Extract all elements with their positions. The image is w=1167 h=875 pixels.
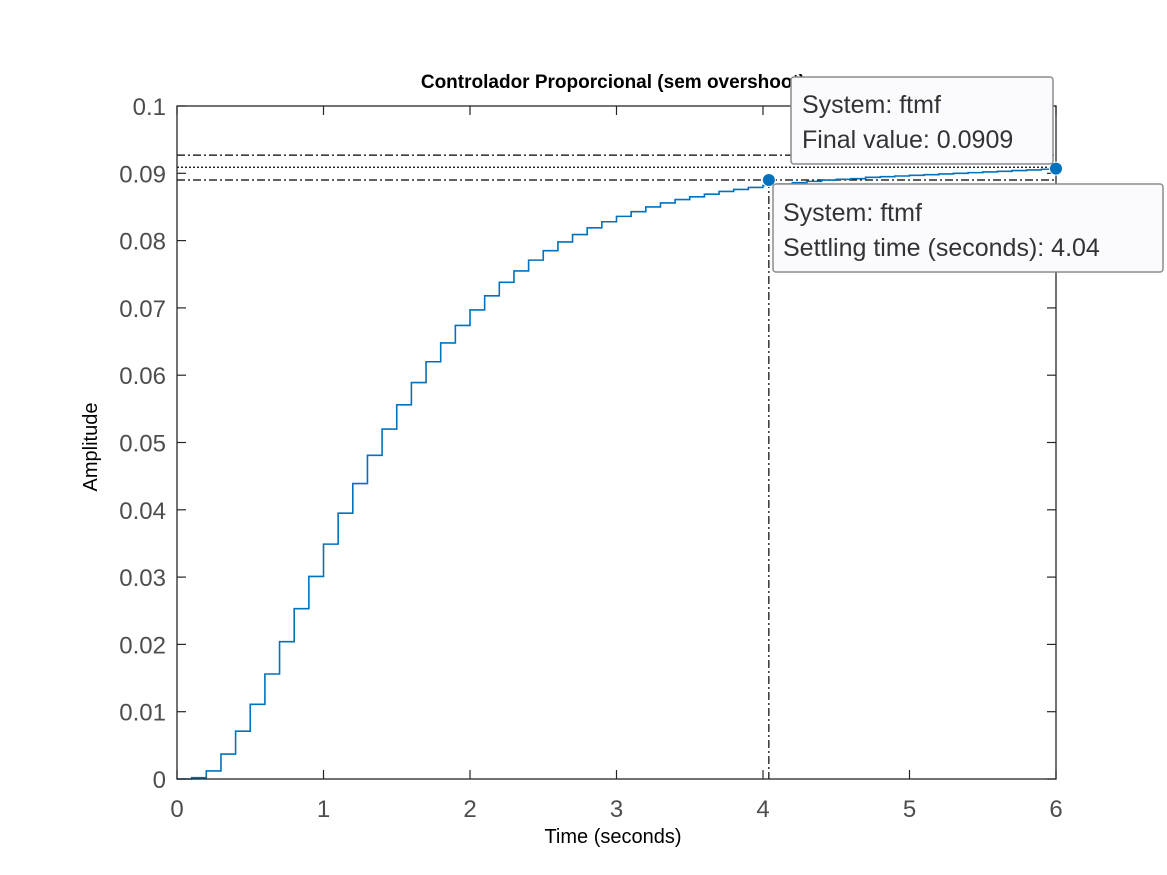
y-tick-label: 0.06 bbox=[119, 363, 166, 390]
x-tick-label: 3 bbox=[610, 796, 623, 823]
x-axis-label: Time (seconds) bbox=[544, 826, 681, 848]
y-tick-label: 0.07 bbox=[119, 296, 166, 323]
y-tick-label: 0.05 bbox=[119, 431, 166, 458]
y-tick-label: 0.1 bbox=[133, 94, 166, 121]
x-tick-label: 5 bbox=[903, 796, 916, 823]
datatip-marker-final bbox=[1049, 161, 1063, 176]
y-tick-label: 0.08 bbox=[119, 229, 166, 256]
series-line-ftmf bbox=[177, 168, 1057, 780]
y-tick-label: 0.01 bbox=[119, 700, 166, 727]
y-tick-label: 0 bbox=[153, 767, 166, 794]
series-layer bbox=[177, 168, 1057, 780]
datatip-final-value[interactable]: System: ftmf Final value: 0.0909 bbox=[790, 76, 1054, 165]
y-tick-label: 0.09 bbox=[119, 161, 166, 188]
ticks-layer: 0 1 2 3 4 5 6 0 0.01 0.02 0.03 0.04 0.05 0.06 0.07 0.08… bbox=[119, 94, 1062, 823]
y-axis-label: Amplitude bbox=[80, 403, 102, 492]
datatip-final-line2: Final value: 0.0909 bbox=[802, 126, 1013, 154]
datatip-settling-line1: System: ftmf bbox=[783, 199, 922, 227]
x-tick-label: 4 bbox=[756, 796, 769, 823]
x-tick-label: 0 bbox=[170, 796, 183, 823]
datatip-marker-settling bbox=[761, 173, 776, 188]
x-tick-label: 1 bbox=[317, 796, 330, 823]
y-tick-label: 0.02 bbox=[119, 632, 166, 659]
y-tick-label: 0.03 bbox=[119, 565, 166, 592]
y-tick-label: 0.04 bbox=[119, 498, 166, 525]
chart-title: Controlador Proporcional (sem overshoot) bbox=[421, 72, 805, 93]
datatip-settling-time[interactable]: System: ftmf Settling time (seconds): 4.… bbox=[772, 183, 1164, 273]
datatip-final-line1: System: ftmf bbox=[802, 91, 941, 119]
x-tick-label: 2 bbox=[463, 796, 476, 823]
datatip-settling-line2: Settling time (seconds): 4.04 bbox=[783, 234, 1100, 262]
x-tick-label: 6 bbox=[1049, 796, 1062, 823]
markers-layer bbox=[761, 161, 1063, 188]
